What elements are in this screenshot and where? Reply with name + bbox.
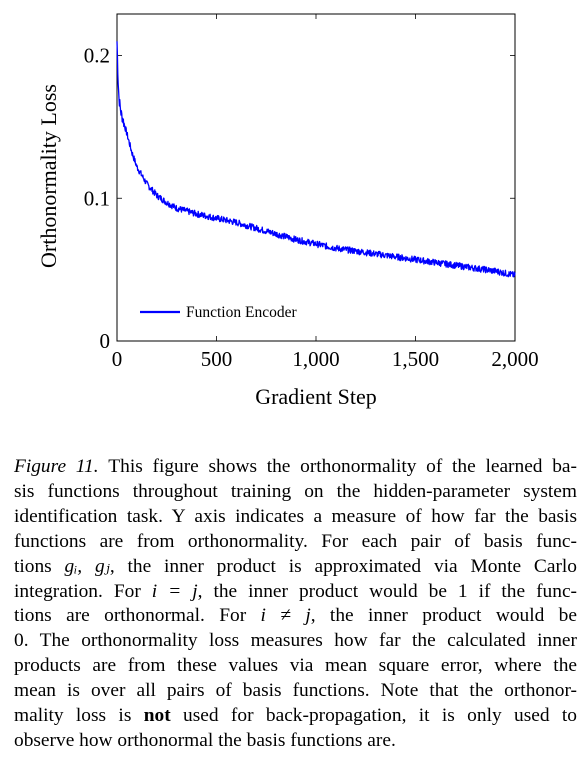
x-tick-label: 1,500: [392, 347, 439, 371]
legend: Function Encoder: [140, 304, 297, 321]
x-tick-label: 500: [201, 347, 233, 371]
y-axis-label: Orthonormality Loss: [36, 84, 61, 268]
series-line-function-encoder: [117, 41, 515, 277]
caption-line: sis functions throughout training on the…: [14, 480, 577, 505]
figure-label: Figure 11.: [14, 456, 108, 477]
y-tick-label: 0.2: [84, 44, 110, 68]
caption-text: tions: [14, 556, 65, 577]
caption-text: , the inner product is approximated via …: [110, 556, 577, 577]
caption-text: integration. For: [14, 581, 152, 602]
caption-line: mality loss is not used for back-propaga…: [14, 704, 577, 729]
x-tick-label: 0: [112, 347, 123, 371]
caption-text: not: [144, 705, 171, 726]
caption-text: gᵢ, gⱼ: [65, 556, 110, 577]
caption-text: , the inner product would be: [311, 605, 577, 626]
x-axis-label: Gradient Step: [255, 384, 377, 409]
caption-text: sis functions throughout training on the…: [14, 481, 577, 502]
caption-text: functions are from orthonormality. For e…: [14, 531, 577, 552]
caption-text: observe how orthonormal the basis functi…: [14, 730, 396, 751]
caption-text: i = j: [152, 581, 198, 602]
caption-line: integration. For i = j, the inner produc…: [14, 580, 577, 605]
loss-chart: 0 500 1,000 1,500 2,000 0 0.1 0.2 Function Enco…: [0, 0, 587, 440]
caption-line: tions gᵢ, gⱼ, the inner product is appro…: [14, 555, 577, 580]
caption-line: functions are from orthonormality. For e…: [14, 530, 577, 555]
figure-caption: Figure 11. This figure shows the orthono…: [14, 455, 577, 754]
caption-line: products are from these values via mean …: [14, 654, 577, 679]
caption-line: 0. The orthonormality loss measures how …: [14, 629, 577, 654]
x-tick-label: 1,000: [292, 347, 339, 371]
legend-label: Function Encoder: [186, 304, 297, 321]
y-tick-label: 0: [100, 329, 111, 353]
x-tick-label: 2,000: [491, 347, 538, 371]
caption-text: 0. The orthonormality loss measures how …: [14, 630, 577, 651]
series-layer: [117, 41, 515, 277]
caption-text: mean is over all pairs of basis function…: [14, 680, 577, 701]
caption-text: products are from these values via mean …: [14, 655, 577, 676]
caption-text: identification task. Y axis indicates a …: [14, 506, 577, 527]
caption-line: observe how orthonormal the basis functi…: [14, 729, 577, 754]
caption-text: tions are orthonormal. For: [14, 605, 261, 626]
axis-ticks: 0 500 1,000 1,500 2,000 0 0.1 0.2: [84, 14, 539, 371]
caption-text: This figure shows the orthonormality of …: [108, 456, 577, 477]
plot-frame: [117, 14, 515, 341]
caption-line: mean is over all pairs of basis function…: [14, 679, 577, 704]
caption-line: tions are orthonormal. For i ≠ j, the in…: [14, 604, 577, 629]
caption-text: mality loss is: [14, 705, 144, 726]
caption-text: , the inner product would be 1 if the fu…: [198, 581, 577, 602]
caption-text: used for back-propagation, it is only us…: [171, 705, 577, 726]
y-tick-label: 0.1: [84, 186, 110, 210]
caption-line: Figure 11. This figure shows the orthono…: [14, 455, 577, 480]
caption-line: identification task. Y axis indicates a …: [14, 505, 577, 530]
caption-text: i ≠ j: [261, 605, 311, 626]
